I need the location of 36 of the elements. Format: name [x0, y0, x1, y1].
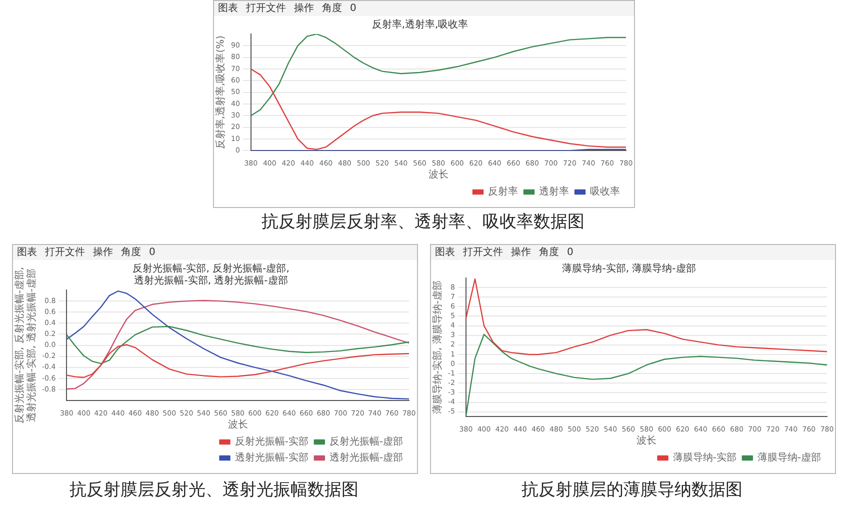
text: 图表	[435, 246, 455, 259]
text: 图表	[17, 246, 37, 259]
legend-label: 透射率	[539, 186, 569, 198]
legend-label: 透射光振幅-实部	[234, 452, 308, 464]
legend-label: 薄膜导纳-实部	[672, 452, 736, 464]
text: 角度	[322, 2, 342, 15]
y-axis-title: 薄膜导纳-实部, 薄膜导纳-虚部	[432, 280, 444, 414]
text: 操作	[294, 2, 314, 15]
text: 0	[350, 2, 356, 15]
text: 打开文件	[45, 246, 85, 259]
chart-title: 反射率,透射率,吸收率	[372, 18, 468, 31]
legend-label: 反射光振幅-实部	[234, 436, 308, 448]
legend-label: 反射光振幅-虚部	[329, 436, 403, 448]
text: 角度	[539, 246, 559, 259]
chart-title: 反射光振幅-实部, 反射光振幅-虚部, 透射光振幅-实部, 透射光振幅-虚部	[132, 262, 290, 287]
legend-label: 反射率	[488, 186, 518, 198]
text: 操作	[511, 246, 531, 259]
text: 0	[149, 246, 156, 259]
text: 抗反射膜层的薄膜导纳数据图	[520, 479, 744, 501]
text: 操作	[93, 246, 113, 259]
chart-title: 薄膜导纳-实部, 薄膜导纳-虚部	[562, 262, 696, 275]
x-axis-title: 波长	[228, 418, 248, 431]
legend-label: 薄膜导纳-虚部	[757, 452, 821, 464]
text: 打开文件	[246, 2, 286, 15]
x-axis-title: 波长	[428, 168, 448, 181]
text: 抗反射膜层反射光、透射光振幅数据图	[68, 479, 360, 501]
text: 打开文件	[463, 246, 503, 259]
x-axis-title: 波长	[636, 434, 656, 447]
text: 抗反射膜层反射率、透射率、吸收率数据图	[260, 211, 586, 233]
text: 0	[567, 246, 574, 259]
legend-label: 吸收率	[590, 186, 620, 198]
legend-label: 透射光振幅-虚部	[329, 452, 403, 464]
text: 角度	[121, 246, 141, 259]
y-axis-title: 反射光振幅-实部, 反射光振幅-虚部, 透射光振幅-实部, 透射光振幅-虚部	[14, 266, 38, 424]
text: 图表	[218, 2, 238, 15]
y-axis-title: 反射率,透射率,吸收率(%)	[214, 35, 227, 150]
